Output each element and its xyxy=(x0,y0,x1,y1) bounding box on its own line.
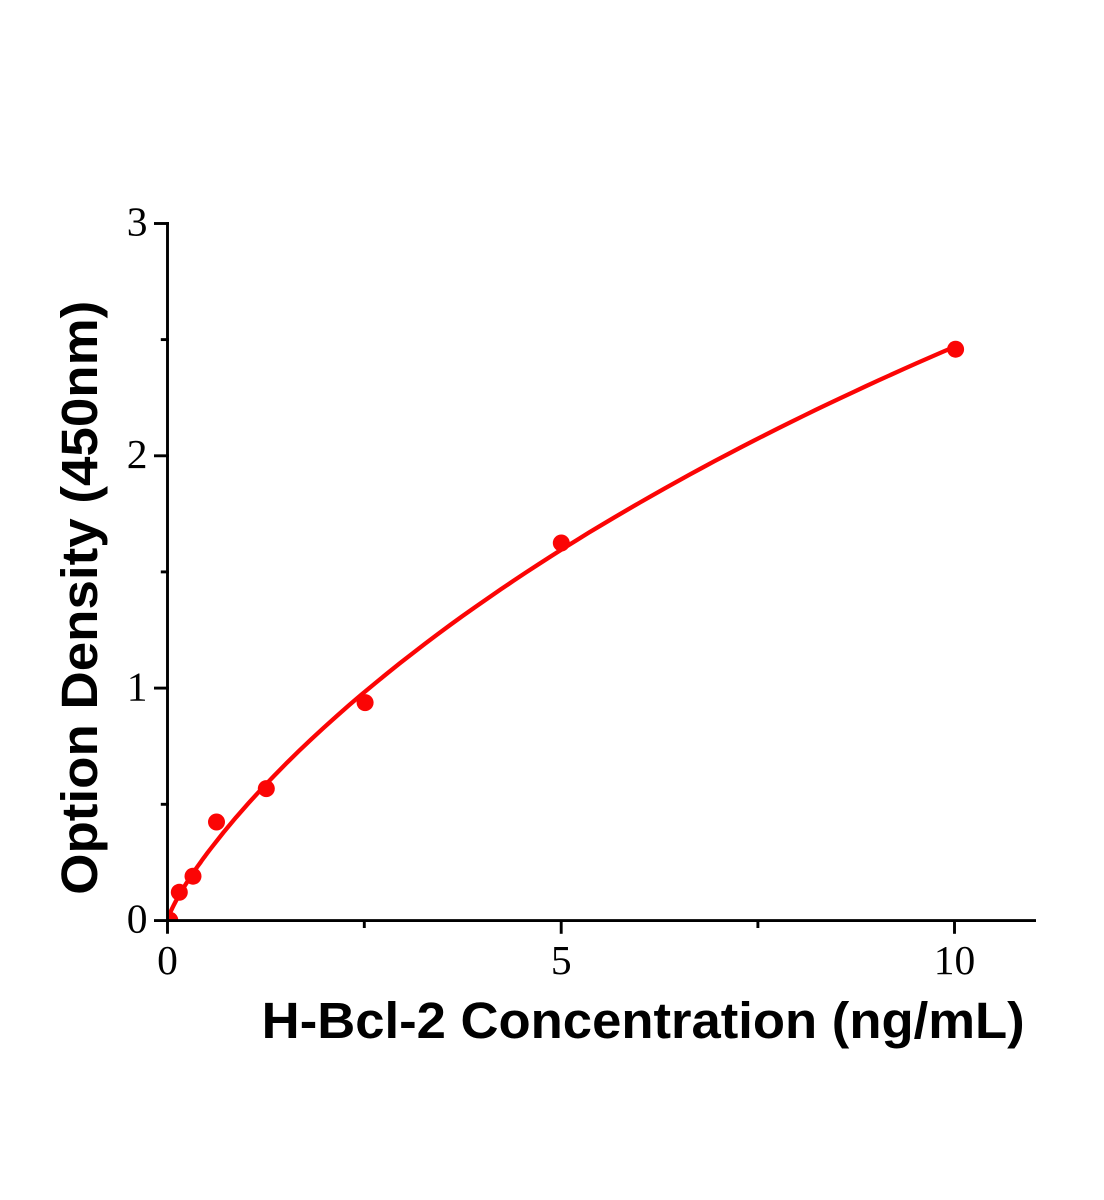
svg-text:10: 10 xyxy=(934,937,976,983)
svg-text:H-Bcl-2 Concentration (ng/mL): H-Bcl-2 Concentration (ng/mL) xyxy=(262,992,1025,1049)
svg-text:5: 5 xyxy=(551,937,572,983)
svg-text:1: 1 xyxy=(127,663,148,709)
svg-text:2: 2 xyxy=(127,431,148,477)
svg-text:3: 3 xyxy=(127,199,148,245)
svg-text:0: 0 xyxy=(157,937,178,983)
svg-text:0: 0 xyxy=(127,896,148,942)
svg-text:Option Density (450nm): Option Density (450nm) xyxy=(51,301,108,895)
